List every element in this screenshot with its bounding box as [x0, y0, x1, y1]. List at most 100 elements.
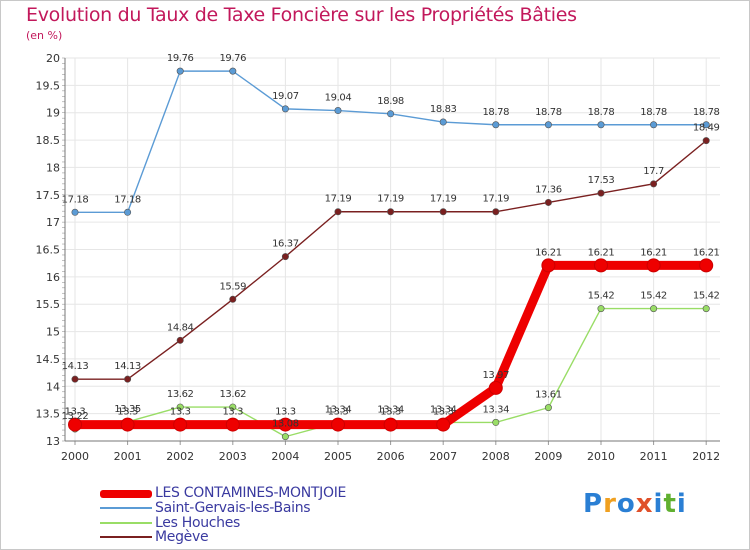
data-label: 18.78	[588, 107, 615, 118]
y-tick-label: 13.5	[36, 408, 61, 421]
data-label: 13.3	[380, 407, 401, 418]
x-tick-label: 2012	[692, 450, 720, 463]
data-label: 15.42	[640, 291, 667, 302]
data-point	[544, 404, 552, 412]
y-tick-label: 14	[46, 380, 60, 393]
data-label: 13.34	[482, 404, 509, 415]
legend-label: Saint-Gervais-les-Bains	[155, 500, 311, 516]
data-label: 17.53	[588, 175, 615, 186]
x-tick-label: 2006	[377, 450, 405, 463]
y-tick-label: 17.5	[36, 189, 61, 202]
y-tick-label: 16.5	[36, 244, 61, 257]
data-label: 13.34	[430, 404, 457, 415]
data-label: 19.76	[167, 53, 194, 64]
legend-label: LES CONTAMINES-MONTJOIE	[155, 485, 347, 501]
data-point	[597, 305, 605, 313]
data-label: 13.3	[170, 407, 191, 418]
data-point	[492, 208, 500, 216]
y-tick-label: 19.5	[36, 79, 61, 92]
logo-letter: x	[635, 489, 654, 519]
data-point	[229, 67, 237, 75]
data-point	[225, 417, 240, 432]
data-label: 13.3	[65, 407, 86, 418]
data-point	[68, 417, 82, 432]
data-point	[646, 258, 661, 273]
data-point	[176, 67, 184, 75]
y-tick-label: 13	[46, 435, 60, 448]
legend-label: Les Houches	[155, 515, 241, 531]
data-label: 17.19	[482, 194, 509, 205]
data-label: 15.42	[693, 291, 720, 302]
data-point	[387, 208, 395, 216]
data-label: 13.22	[62, 411, 89, 422]
data-point	[281, 433, 289, 441]
data-label: 15.42	[588, 291, 615, 302]
data-point	[544, 198, 552, 206]
y-tick-label: 17	[46, 216, 60, 229]
data-point	[124, 208, 132, 216]
data-label: 16.21	[693, 247, 720, 258]
data-label: 13.62	[167, 389, 194, 400]
logo-letter: r	[603, 489, 617, 519]
data-label: 14.13	[62, 361, 89, 372]
legend-label: Megève	[155, 529, 209, 545]
data-label: 13.08	[272, 419, 299, 430]
data-point	[124, 375, 132, 383]
legend-swatch	[100, 490, 152, 498]
chart-title: Evolution du Taux de Taxe Foncière sur l…	[26, 4, 577, 26]
data-label: 17.18	[62, 194, 89, 205]
y-tick-label: 14.5	[36, 353, 61, 366]
data-label: 13.97	[482, 370, 509, 381]
data-label: 18.49	[693, 123, 720, 134]
proxiti-logo: Proxiti	[583, 489, 687, 519]
data-point	[176, 403, 184, 411]
data-point	[281, 253, 289, 261]
data-label: 16.21	[535, 247, 562, 258]
data-label: 17.19	[377, 194, 404, 205]
data-point	[544, 121, 552, 129]
logo-letter: P	[583, 489, 604, 519]
data-label: 16.37	[272, 239, 299, 250]
data-point	[492, 121, 500, 129]
data-point	[650, 305, 658, 313]
data-point	[71, 208, 79, 216]
x-tick-label: 2011	[640, 450, 668, 463]
data-point	[492, 418, 500, 426]
data-label: 17.19	[430, 194, 457, 205]
data-point	[334, 107, 342, 115]
x-tick-label: 2001	[114, 450, 142, 463]
data-label: 13.34	[325, 404, 352, 415]
data-label: 13.62	[219, 389, 246, 400]
data-point	[173, 417, 188, 432]
data-label: 19.04	[325, 93, 352, 104]
data-label: 13.61	[535, 390, 562, 401]
data-label: 16.21	[640, 247, 667, 258]
data-label: 18.98	[377, 96, 404, 107]
y-tick-label: 18	[46, 161, 60, 174]
x-tick-label: 2008	[482, 450, 510, 463]
data-label: 13.35	[114, 404, 141, 415]
data-point	[436, 417, 451, 432]
data-label: 13.3	[117, 407, 138, 418]
data-point	[229, 295, 237, 303]
data-point	[650, 121, 658, 129]
data-point	[439, 208, 447, 216]
data-point	[597, 189, 605, 197]
x-tick-label: 2007	[429, 450, 457, 463]
data-label: 13.3	[328, 407, 349, 418]
y-tick-label: 15	[46, 326, 60, 339]
data-label: 18.78	[482, 107, 509, 118]
data-point	[541, 258, 556, 273]
x-tick-label: 2004	[271, 450, 299, 463]
y-tick-label: 18.5	[36, 134, 61, 147]
y-tick-label: 20	[46, 52, 60, 65]
data-label: 18.78	[640, 107, 667, 118]
data-point	[702, 305, 710, 313]
x-tick-label: 2002	[166, 450, 194, 463]
data-label: 14.84	[167, 322, 194, 333]
data-label: 13.3	[433, 407, 454, 418]
data-point	[383, 417, 398, 432]
data-point	[281, 105, 289, 113]
data-point	[120, 417, 135, 432]
